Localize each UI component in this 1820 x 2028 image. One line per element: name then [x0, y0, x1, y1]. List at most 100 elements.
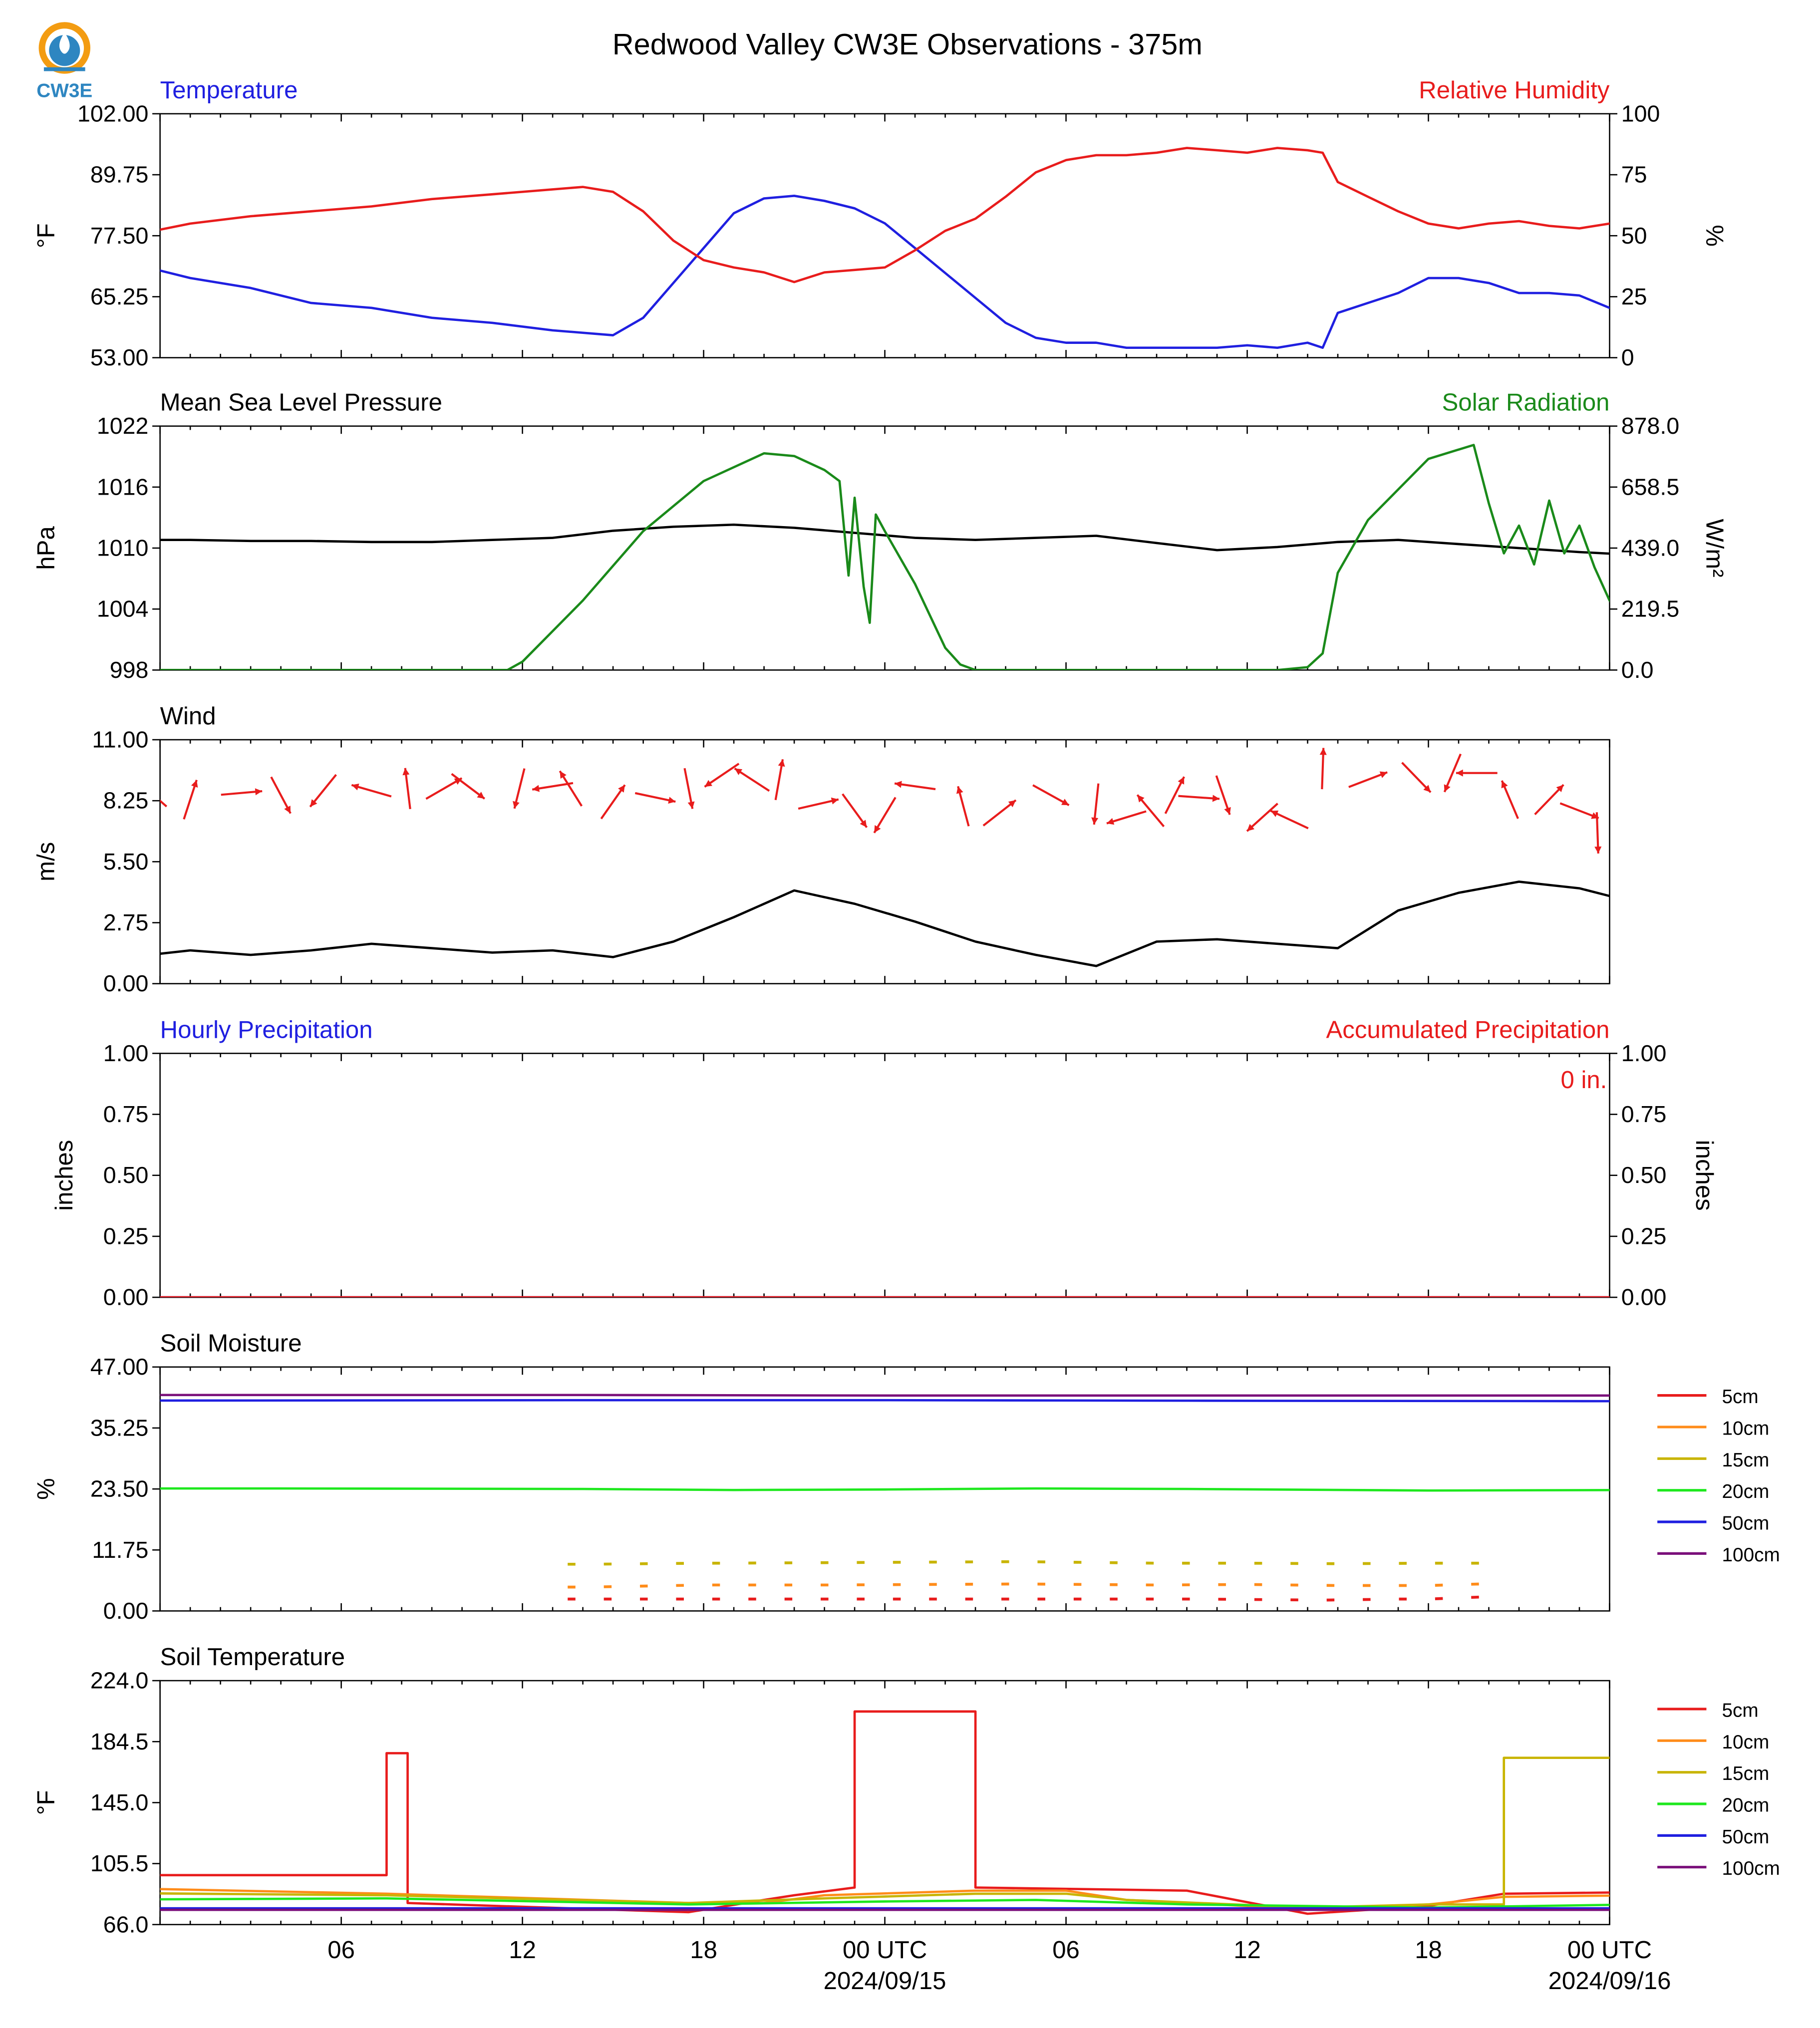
panel-left-title: Temperature [160, 77, 298, 104]
y-tick-label-right: 219.5 [1621, 596, 1679, 622]
y-tick-label: 0.00 [103, 1598, 149, 1624]
series-line-wind-speed [160, 880, 1610, 967]
legend-label: 15cm [1722, 1763, 1769, 1784]
y-axis-label: inches [51, 1140, 78, 1211]
y-tick-label: 224.0 [90, 1668, 148, 1694]
panel-mslp_solar: 998 1004 1010 1016 1022 0.0 219.5 439.0 658.5 878… [33, 389, 1728, 683]
y-tick-label: 0.50 [103, 1162, 149, 1188]
precip-total-annotation: 0 in. [1560, 1067, 1607, 1094]
y-tick-label-right: 0 [1621, 344, 1634, 370]
y-tick-label: 66.0 [103, 1911, 149, 1937]
x-tick-label: 12 [1233, 1937, 1261, 1964]
x-tick-label: 06 [327, 1937, 355, 1964]
panel-left-title: Wind [160, 703, 216, 730]
legend-label: 10cm [1722, 1418, 1769, 1439]
y-axis-label: % [33, 1478, 60, 1500]
wind-arrow-head [687, 801, 695, 809]
wind-arrow-head [618, 785, 625, 793]
x-tick-label: 18 [1415, 1937, 1442, 1964]
wind-arrow-head [1247, 824, 1255, 832]
wind-arrow-head [1444, 784, 1451, 792]
wind-arrow-head [895, 781, 902, 788]
wind-arrow-head [513, 801, 520, 809]
y-tick-label: 2.75 [103, 909, 149, 935]
y-tick-label: 5.50 [103, 849, 149, 874]
wind-arrow-head [734, 768, 743, 775]
legend-label: 50cm [1722, 1513, 1769, 1534]
legend-label: 100cm [1722, 1544, 1780, 1566]
legend-label: 10cm [1722, 1732, 1769, 1753]
figure-title: Redwood Valley CW3E Observations - 375m [612, 27, 1203, 61]
legend-label: 20cm [1722, 1481, 1769, 1502]
wind-arrow-head [1224, 807, 1231, 815]
panel-right-title: Accumulated Precipitation [1326, 1016, 1610, 1043]
series-group [160, 1710, 1610, 1915]
y-tick-label: 1016 [97, 474, 149, 500]
series-line-20cm [160, 1897, 1610, 1909]
legend-label: 5cm [1722, 1700, 1758, 1721]
series-group [160, 1394, 1610, 1602]
y-tick-label: 11.75 [92, 1537, 148, 1563]
y-tick-label-right: 878.0 [1621, 413, 1679, 439]
y-tick-label: 1010 [97, 535, 149, 561]
y-tick-label: 35.25 [90, 1415, 148, 1441]
wind-arrow-head [351, 783, 359, 791]
wind-arrow-head [1106, 818, 1115, 825]
wind-arrow-head [1319, 748, 1327, 755]
y-axis-label: °F [33, 1790, 60, 1815]
y-tick-label: 102.00 [77, 100, 148, 126]
series-group [160, 147, 1610, 349]
y-axis-label: °F [33, 223, 60, 248]
panel-precip: 0.00 0.25 0.50 0.75 1.00 0.00 0.25 0.50 0.75 1.00… [51, 1016, 1718, 1310]
wind-arrow-head [1212, 795, 1220, 802]
wind-arrow-head [956, 786, 963, 794]
wind-arrow-head [668, 797, 676, 804]
wind-arrow-head [704, 780, 712, 787]
legend-label: 100cm [1722, 1858, 1780, 1879]
y-tick-label-right: 1.00 [1621, 1040, 1667, 1066]
wind-arrow-head [1379, 771, 1388, 778]
series-line-temperature [160, 195, 1610, 349]
wind-arrow-head [477, 792, 485, 799]
y-tick-label-right: 658.5 [1621, 474, 1679, 500]
wind-arrow-head [1270, 810, 1279, 817]
y-tick-label: 998 [110, 657, 149, 683]
y-tick-label-right: 100 [1621, 100, 1660, 126]
wind-arrow-head [255, 788, 263, 796]
wind-arrow-head [831, 797, 839, 805]
y-axis-label-right: inches [1691, 1140, 1718, 1211]
wind-arrow-head [1456, 769, 1463, 777]
wind-arrow-head [560, 771, 567, 779]
x-date-label: 2024/09/15 [824, 1968, 946, 1995]
wind-arrow-head [191, 780, 198, 788]
y-tick-label-right: 0.00 [1621, 1284, 1667, 1310]
y-tick-label: 11.00 [92, 727, 148, 753]
y-tick-label: 77.50 [90, 223, 148, 249]
y-tick-label: 105.5 [90, 1850, 148, 1876]
y-tick-label-right: 0.25 [1621, 1223, 1667, 1249]
x-tick-label: 18 [690, 1937, 717, 1964]
y-tick-label-right: 439.0 [1621, 535, 1679, 561]
y-tick-label: 0.75 [103, 1101, 149, 1127]
x-tick-label: 00 UTC [1567, 1937, 1652, 1964]
y-tick-label-right: 0.0 [1621, 657, 1654, 683]
wind-arrow-head [1423, 785, 1431, 793]
panel-soil_temperature: 66.0 105.5 145.0 184.5 224.0 Soil Temperature… [33, 1644, 1780, 1995]
panel-soil_moisture: 0.00 11.75 23.50 35.25 47.00 Soil Moisture% 5c… [33, 1330, 1780, 1624]
y-tick-label: 1.00 [103, 1040, 149, 1066]
y-tick-label: 1022 [97, 413, 149, 439]
x-tick-label: 00 UTC [843, 1937, 927, 1964]
y-tick-label-right: 0.75 [1621, 1101, 1667, 1127]
y-tick-label: 0.00 [103, 1284, 149, 1310]
wind-arrow-head [310, 799, 317, 807]
wind-arrow-head [1091, 817, 1099, 825]
panel-right-title: Solar Radiation [1442, 389, 1610, 416]
y-tick-label: 65.25 [90, 284, 148, 309]
x-tick-label: 12 [509, 1937, 536, 1964]
series-line-mean-sea-level-pressure [160, 523, 1610, 555]
series-line-5cm [160, 1710, 1610, 1915]
wind-arrow-head [1594, 846, 1602, 854]
panel-temp_rh: 53.00 65.25 77.50 89.75 102.00 0 25 50 75 100 Temp… [33, 77, 1728, 370]
wind-arrow-head [874, 825, 881, 833]
